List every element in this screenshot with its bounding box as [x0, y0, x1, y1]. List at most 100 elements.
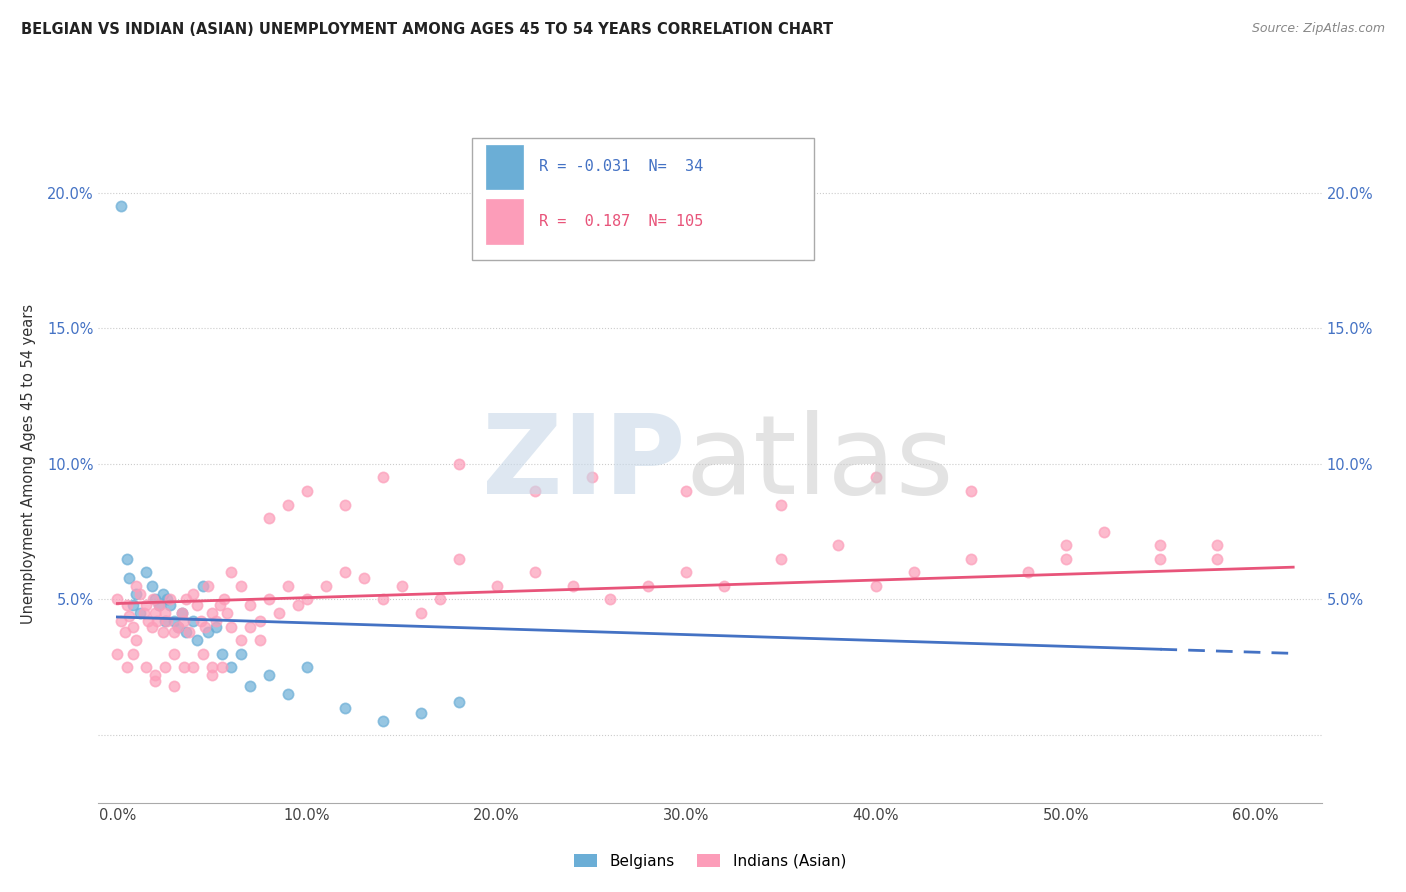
Point	[229, 633, 252, 648]
Point	[141, 619, 163, 633]
Point	[581, 470, 603, 484]
Point	[170, 606, 193, 620]
Point	[333, 701, 356, 715]
Point	[129, 587, 152, 601]
Point	[1054, 551, 1077, 566]
Point	[163, 679, 186, 693]
Point	[1206, 551, 1229, 566]
Point	[163, 614, 186, 628]
Point	[429, 592, 451, 607]
Point	[675, 483, 697, 498]
Point	[125, 633, 148, 648]
Point	[197, 579, 219, 593]
Point	[229, 579, 252, 593]
Point	[599, 592, 621, 607]
Point	[219, 619, 242, 633]
Point	[903, 566, 925, 580]
Point	[152, 587, 174, 601]
Point	[163, 624, 186, 639]
Point	[295, 592, 318, 607]
Point	[152, 624, 174, 639]
Point	[249, 614, 271, 628]
Point	[1149, 538, 1171, 552]
Point	[371, 592, 394, 607]
Point	[186, 633, 208, 648]
Point	[135, 660, 157, 674]
Point	[523, 483, 546, 498]
FancyBboxPatch shape	[471, 138, 814, 260]
Point	[110, 199, 132, 213]
Point	[174, 624, 197, 639]
Text: R = -0.031  N=  34: R = -0.031 N= 34	[538, 160, 703, 175]
Point	[115, 551, 138, 566]
Point	[959, 551, 981, 566]
Point	[153, 614, 176, 628]
Point	[637, 579, 659, 593]
Point	[287, 598, 309, 612]
Point	[115, 598, 138, 612]
Text: Source: ZipAtlas.com: Source: ZipAtlas.com	[1251, 22, 1385, 36]
Point	[115, 660, 138, 674]
Point	[110, 614, 132, 628]
Point	[675, 566, 697, 580]
Point	[485, 579, 508, 593]
Point	[197, 624, 219, 639]
Point	[142, 592, 165, 607]
Point	[211, 660, 233, 674]
Point	[315, 579, 337, 593]
Point	[333, 566, 356, 580]
Point	[143, 668, 166, 682]
Point	[174, 592, 197, 607]
Point	[827, 538, 849, 552]
Point	[173, 660, 195, 674]
Point	[186, 598, 208, 612]
Point	[201, 668, 224, 682]
Point	[105, 592, 128, 607]
Legend: Belgians, Indians (Asian): Belgians, Indians (Asian)	[567, 847, 853, 877]
Point	[217, 606, 239, 620]
Point	[447, 551, 470, 566]
Point	[179, 624, 201, 639]
Point	[239, 598, 262, 612]
Point	[125, 587, 148, 601]
Point	[1206, 538, 1229, 552]
Point	[447, 696, 470, 710]
Point	[277, 579, 299, 593]
Point	[191, 647, 214, 661]
Point	[170, 606, 193, 620]
Point	[770, 551, 793, 566]
Point	[447, 457, 470, 471]
Point	[129, 606, 152, 620]
Bar	[486, 200, 523, 244]
Point	[132, 606, 155, 620]
Point	[295, 660, 318, 674]
Point	[121, 647, 143, 661]
Point	[333, 498, 356, 512]
Point	[1092, 524, 1115, 539]
Point	[205, 614, 228, 628]
Point	[959, 483, 981, 498]
Point	[205, 619, 228, 633]
Point	[125, 579, 148, 593]
Bar	[486, 145, 523, 189]
Point	[146, 614, 169, 628]
Point	[141, 579, 163, 593]
Point	[770, 498, 793, 512]
Point	[277, 687, 299, 701]
Point	[194, 619, 217, 633]
Point	[257, 511, 280, 525]
Point	[713, 579, 735, 593]
Point	[267, 606, 290, 620]
Point	[249, 633, 271, 648]
Point	[229, 647, 252, 661]
Point	[118, 571, 141, 585]
Point	[1054, 538, 1077, 552]
Point	[118, 608, 141, 623]
Point	[219, 566, 242, 580]
Point	[371, 470, 394, 484]
Point	[208, 598, 231, 612]
Point	[181, 614, 204, 628]
Point	[135, 566, 157, 580]
Point	[167, 619, 190, 633]
Point	[121, 619, 143, 633]
